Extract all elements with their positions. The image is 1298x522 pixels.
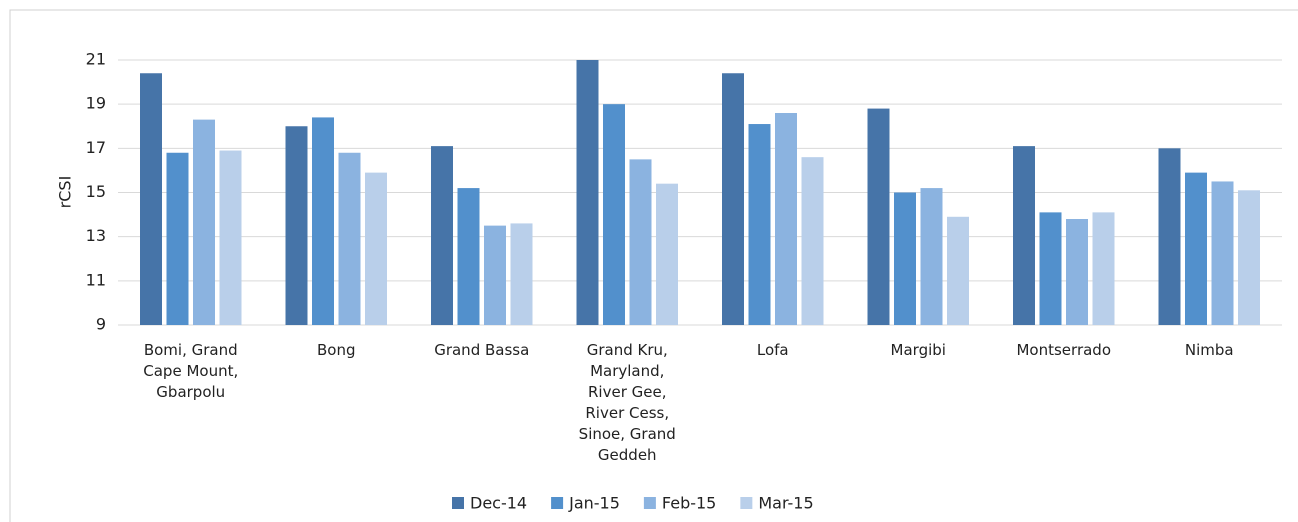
bar [1185, 172, 1207, 325]
y-axis-label: rCSI [56, 176, 75, 209]
bar [920, 188, 943, 325]
x-tick-label: Grand Bassa [434, 341, 530, 359]
bar [484, 225, 506, 325]
y-tick-label: 21 [86, 50, 106, 69]
y-tick-label: 13 [86, 226, 106, 245]
bar [947, 216, 969, 325]
x-tick-label: Bong [317, 341, 356, 359]
y-tick-label: 9 [96, 315, 106, 334]
bar [1211, 181, 1234, 325]
x-tick-label: Margibi [890, 341, 946, 359]
legend-label: Mar-15 [758, 494, 813, 513]
y-tick-label: 19 [86, 94, 106, 113]
bar [801, 157, 824, 325]
bar [431, 146, 453, 325]
bar [219, 150, 242, 325]
bar [1092, 212, 1115, 325]
y-tick-label: 15 [86, 182, 106, 201]
bar [365, 172, 387, 325]
legend-label: Dec-14 [470, 494, 527, 513]
x-tick-label: Nimba [1184, 341, 1234, 359]
bar [576, 60, 599, 325]
legend-label: Jan-15 [568, 494, 620, 513]
x-tick-label: Lofa [756, 341, 789, 359]
legend-swatch [452, 497, 464, 509]
bar [285, 126, 308, 325]
bar [629, 159, 652, 325]
y-tick-label: 17 [86, 138, 106, 157]
bar [312, 117, 334, 326]
bar [338, 152, 361, 325]
bar [510, 223, 533, 325]
bar [722, 73, 744, 325]
legend-swatch [551, 497, 564, 509]
bar [1158, 148, 1181, 325]
bar [1013, 146, 1035, 325]
bar [166, 152, 189, 325]
bar [603, 104, 625, 326]
bar [140, 73, 162, 325]
bar [775, 113, 797, 325]
chart-frame [9, 9, 1298, 522]
bar [867, 108, 890, 325]
bar [748, 124, 771, 326]
bar [1238, 190, 1260, 325]
bar [457, 188, 480, 325]
y-tick-label: 11 [86, 270, 106, 289]
legend-label: Feb-15 [662, 494, 716, 513]
bar [894, 192, 916, 325]
x-tick-label: Montserrado [1016, 341, 1111, 359]
bar [656, 183, 678, 325]
legend-swatch [643, 497, 656, 509]
x-tick-label: Bomi, Grand Cape Mount, Gbarpolu [143, 341, 239, 401]
legend-swatch [740, 497, 753, 509]
bar [193, 119, 215, 325]
x-tick-label: Grand Kru, Maryland, River Gee, River Ce… [578, 341, 676, 464]
bar [1039, 212, 1062, 325]
bar [1066, 219, 1088, 325]
